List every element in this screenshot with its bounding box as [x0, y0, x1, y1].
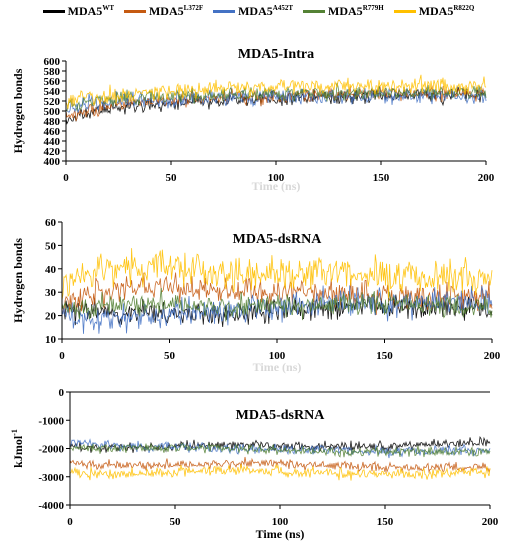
x-tick-label-p1-3: 150: [373, 172, 390, 184]
y-tick-label-p3-2: -2000: [38, 444, 64, 456]
legend-sup-wt: WT: [102, 4, 114, 12]
series-line-p2-2: [61, 272, 493, 315]
chart-title-p3: MDA5-dsRNA: [236, 408, 326, 423]
y-axis-label-p2: Hydrogen bonds: [11, 238, 25, 323]
y-tick-label-p1-8: 560: [44, 76, 61, 88]
y-tick-label-p2-2: 30: [45, 287, 57, 299]
legend: MDA5WT MDA5L372F MDA5A452T MDA5R779H MDA…: [0, 4, 517, 19]
legend-sup-r779h: R779H: [362, 4, 384, 12]
y-tick-label-p1-3: 460: [44, 126, 61, 138]
x-tick-label-p2-3: 150: [376, 350, 393, 362]
x-tick-label-p1-1: 50: [166, 172, 178, 184]
series-line-p3-3: [69, 438, 491, 459]
series-line-p1-4: [65, 82, 487, 112]
series-line-p1-5: [65, 74, 487, 109]
legend-item-a452t: MDA5A452T: [213, 4, 293, 19]
y-tick-label-p2-0: 10: [45, 334, 57, 346]
legend-sup-l372f: L372F: [183, 4, 204, 12]
y-tick-label-p1-7: 540: [44, 86, 61, 98]
x-tick-label-p2-4: 200: [484, 350, 501, 362]
legend-sup-a452t: A452T: [272, 4, 294, 12]
x-tick-label-p2-0: 0: [59, 350, 65, 362]
x-tick-label-p1-4: 200: [478, 172, 495, 184]
y-tick-label-p3-3: -1000: [38, 415, 64, 427]
legend-label-wt: MDA5: [67, 4, 103, 18]
legend-item-r779h: MDA5R779H: [303, 4, 384, 19]
legend-swatch-r822q: [393, 10, 416, 13]
x-axis-label-p1: Time (ns): [252, 179, 301, 193]
y-tick-label-p1-0: 400: [44, 156, 61, 168]
legend-item-wt: MDA5WT: [42, 4, 114, 19]
legend-swatch-a452t: [213, 10, 236, 13]
series-line-p2-3: [61, 285, 493, 334]
legend-item-r822q: MDA5R822Q: [393, 4, 475, 19]
y-tick-label-p1-2: 440: [44, 136, 61, 148]
legend-sup-r822q: R822Q: [453, 4, 475, 12]
y-tick-label-p1-4: 480: [44, 116, 61, 128]
legend-swatch-r779h: [303, 10, 326, 13]
y-tick-label-p3-0: -4000: [38, 500, 64, 512]
legend-label-l372f: MDA5: [148, 4, 184, 18]
series-line-p2-5: [61, 248, 493, 301]
chart-title-p1: MDA5-Intra: [238, 47, 314, 62]
y-tick-label-p1-9: 580: [44, 66, 61, 78]
y-tick-label-p1-1: 420: [44, 146, 61, 158]
y-axis-label-p1: Hydrogen bonds: [11, 68, 25, 153]
x-axis-label-p3: Time (ns): [256, 527, 305, 541]
y-tick-label-p2-3: 40: [45, 264, 57, 276]
series-line-p3-2: [69, 456, 491, 474]
legend-label-a452t: MDA5: [238, 4, 273, 18]
x-tick-label-p1-0: 0: [63, 172, 69, 184]
y-axis-label-p3: kJmol-1: [10, 429, 25, 468]
y-tick-label-p3-4: 0: [59, 387, 65, 399]
series-line-p3-5: [69, 463, 491, 481]
x-tick-label-p3-3: 150: [377, 516, 394, 528]
x-tick-label-p2-1: 50: [164, 350, 176, 362]
legend-label-r779h: MDA5: [328, 4, 363, 18]
x-tick-label-p2-2: 100: [269, 350, 286, 362]
x-tick-label-p1-2: 100: [268, 172, 285, 184]
x-tick-label-p3-0: 0: [67, 516, 73, 528]
legend-item-l372f: MDA5L372F: [123, 4, 204, 19]
chart-title-p2: MDA5-dsRNA: [233, 232, 323, 247]
x-tick-label-p3-1: 50: [170, 516, 182, 528]
y-tick-label-p2-5: 60: [45, 217, 57, 229]
y-tick-label-p1-10: 600: [44, 56, 61, 68]
series-line-p3-4: [69, 442, 491, 458]
x-tick-label-p3-2: 100: [272, 516, 289, 528]
y-tick-label-p2-1: 20: [45, 311, 57, 323]
x-tick-label-p3-4: 200: [482, 516, 499, 528]
x-axis-label-p2: Time (ns): [253, 360, 302, 374]
y-tick-label-p3-1: -3000: [38, 472, 64, 484]
legend-label-r822q: MDA5: [418, 4, 454, 18]
legend-swatch-wt: [42, 10, 65, 13]
y-tick-label-p1-5: 500: [44, 106, 61, 118]
series-line-p2-4: [61, 287, 493, 322]
legend-swatch-l372f: [123, 10, 146, 13]
y-tick-label-p2-4: 50: [45, 240, 57, 252]
y-tick-label-p1-6: 520: [44, 96, 61, 108]
